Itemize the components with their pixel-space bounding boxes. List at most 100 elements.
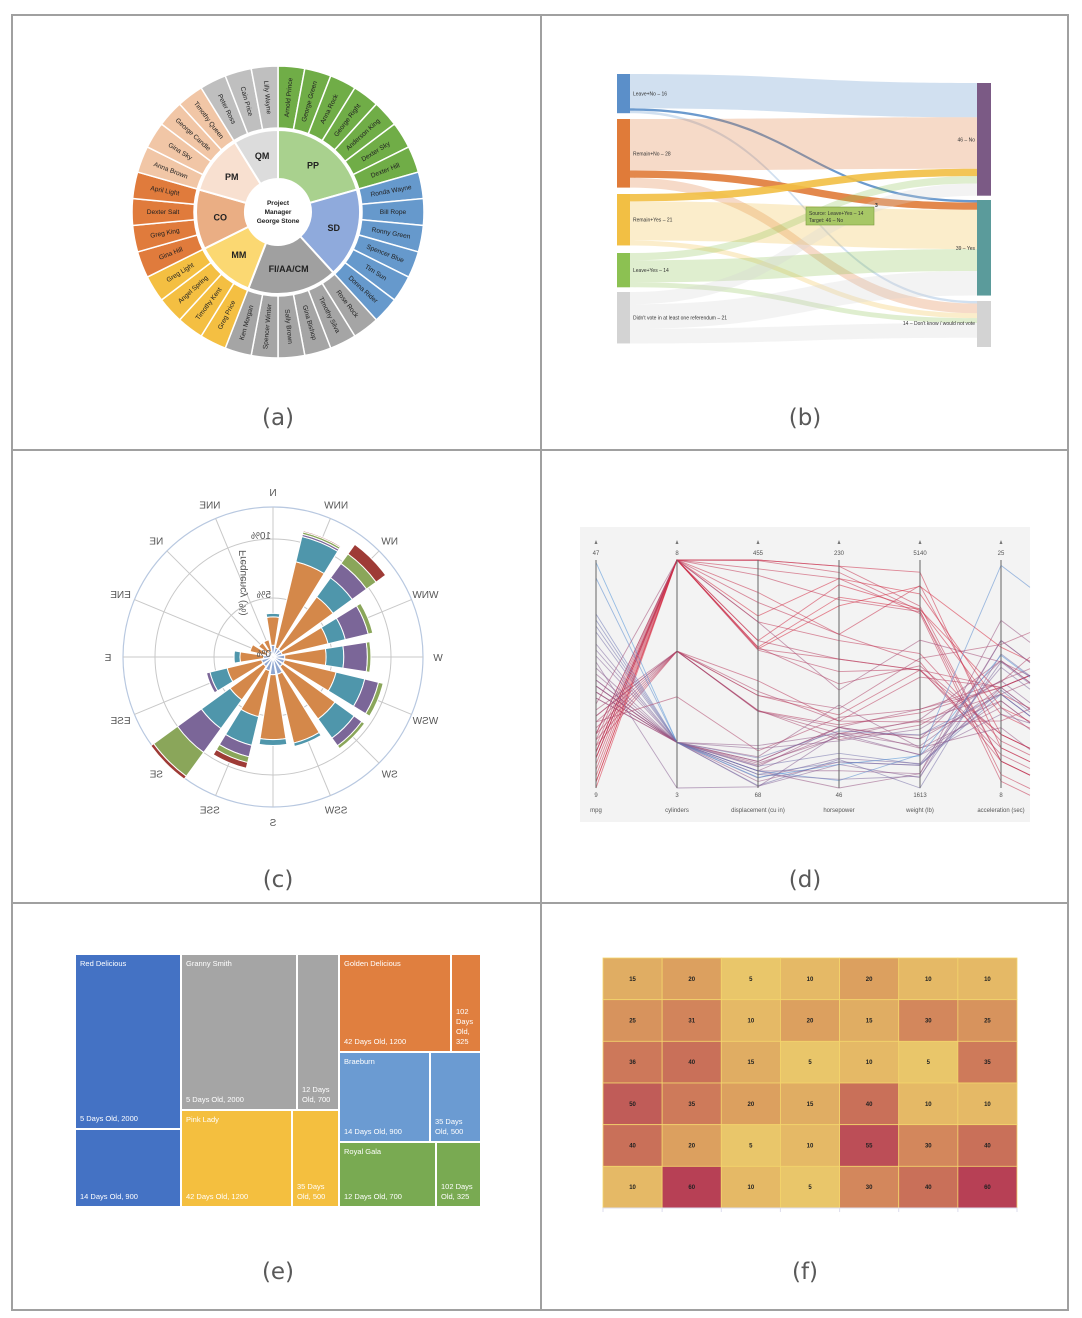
axis-min-label: 8 xyxy=(999,793,1003,799)
wind-rose-bar-segment xyxy=(212,748,249,769)
sankey-target-label: 14 – Don't know / would not vote xyxy=(903,321,975,327)
heatmap-value: 36 xyxy=(629,1060,636,1066)
treemap-cell: Red Delicious 5 Days Old, 2000 xyxy=(75,954,181,1129)
caption-b: (b) xyxy=(788,405,822,431)
heatmap-value: 10 xyxy=(925,977,932,983)
sunburst-member-label: Spencer Winter xyxy=(262,303,273,350)
heatmap-cell xyxy=(720,1040,781,1084)
wind-rose-bar-segment xyxy=(150,742,188,780)
sankey-source-node xyxy=(617,194,630,246)
heatmap-value: 40 xyxy=(984,1144,991,1150)
treemap-group-label: Pink Lady xyxy=(186,1115,219,1124)
heatmap-value: 40 xyxy=(925,1185,932,1191)
heatmap-value: 55 xyxy=(866,1144,873,1150)
sunburst-group-segment xyxy=(277,128,359,205)
heatmap-value: 20 xyxy=(688,977,695,983)
heatmap-cell xyxy=(898,1082,959,1126)
treemap-item-label: 35 Days Old, 500 xyxy=(435,1117,464,1136)
heatmap-cell xyxy=(957,1040,1018,1084)
heatmap-value: 30 xyxy=(925,1144,932,1150)
heatmap-value: 40 xyxy=(866,1102,873,1108)
sankey-target-node xyxy=(977,83,991,196)
direction-label: W xyxy=(433,653,443,664)
treemap-cell: 35 Days Old, 500 xyxy=(292,1110,339,1207)
axis-name: acceleration (sec) xyxy=(977,808,1024,814)
radial-tick-label: 0% xyxy=(256,649,271,660)
heatmap-cell xyxy=(839,1082,900,1126)
radial-tick-label: 10% xyxy=(251,531,271,542)
heatmap-value: 60 xyxy=(984,1185,991,1191)
sunburst-group-segment xyxy=(247,234,335,295)
direction-label: NNW xyxy=(324,501,348,512)
sunburst-group-label: PP xyxy=(307,161,319,171)
wind-rose-chart: N NNE NE ENE E ESE SE SSE S SSW SW WSW W WNW NW NNW 0% 5%… xyxy=(104,488,442,829)
sankey-link xyxy=(630,108,977,203)
wind-rose-bar-segment xyxy=(265,612,281,618)
direction-label: SE xyxy=(149,770,163,781)
direction-label: NNE xyxy=(199,501,220,512)
heatmap-value: 30 xyxy=(866,1185,873,1191)
axis-name: weight (lb) xyxy=(905,808,934,814)
sankey-link xyxy=(630,117,977,171)
sankey-link xyxy=(630,74,977,118)
treemap-cell: 12 Days Old, 700 xyxy=(297,954,339,1110)
sankey-chart: Leave+No – 16 Remain+No – 28 Remain+Yes – … xyxy=(617,74,991,347)
sankey-link xyxy=(630,170,977,210)
treemap-group-label: Royal Gala xyxy=(344,1147,382,1156)
heatmap-cell xyxy=(720,1124,781,1167)
wind-rose-bar-segment xyxy=(205,671,219,694)
treemap-group-label: Golden Delicious xyxy=(344,959,401,968)
sankey-source-label: Leave+No – 16 xyxy=(633,92,667,98)
heatmap-cell xyxy=(839,999,900,1042)
heatmap-value: 15 xyxy=(748,1060,755,1066)
heatmap-cell xyxy=(839,1040,900,1084)
heatmap-cell xyxy=(780,999,840,1042)
sankey-target-node xyxy=(977,301,991,347)
sort-arrow-icon xyxy=(594,540,598,544)
sankey-hover-value: 3 xyxy=(875,203,878,209)
treemap-group-label: Braeburn xyxy=(344,1057,375,1066)
treemap-item-label: 14 Days Old, 900 xyxy=(80,1192,138,1201)
caption-f: (f) xyxy=(791,1259,819,1285)
caption-c: (c) xyxy=(262,867,294,893)
heatmap-cell xyxy=(661,1124,722,1167)
sort-arrow-icon xyxy=(999,540,1003,544)
heatmap-value: 60 xyxy=(688,1185,695,1191)
heatmap-cell xyxy=(602,1124,663,1167)
axis-max-label: 47 xyxy=(593,551,600,557)
caption-d: (d) xyxy=(788,867,822,893)
axis-min-label: 3 xyxy=(675,793,679,799)
heatmap-cell xyxy=(780,1040,840,1084)
sankey-source-node xyxy=(617,74,630,114)
radial-axis-label: Frequency (%) xyxy=(238,550,249,616)
sankey-link xyxy=(630,240,977,319)
heatmap-cell xyxy=(898,1040,959,1084)
heatmap-value: 25 xyxy=(984,1019,991,1025)
heatmap-cell xyxy=(720,999,781,1042)
wind-rose-bar-segment xyxy=(364,681,384,717)
heatmap-value: 20 xyxy=(688,1144,695,1150)
treemap-cell: 35 Days Old, 500 xyxy=(430,1052,481,1142)
treemap-item-label: 42 Days Old, 1200 xyxy=(186,1192,249,1201)
heatmap-value: 10 xyxy=(866,1060,873,1066)
axis-max-label: 230 xyxy=(834,551,845,557)
sunburst-center-label: Manager xyxy=(265,209,292,216)
sankey-source-label: Remain+Yes – 21 xyxy=(633,218,673,224)
heatmap-cell xyxy=(839,957,900,1001)
treemap-item-label: 14 Days Old, 900 xyxy=(344,1127,402,1136)
heatmap-value: 5 xyxy=(927,1060,931,1066)
axis-name: displacement (cu in) xyxy=(731,808,785,814)
direction-label: SSE xyxy=(200,805,220,816)
axis-min-label: 1613 xyxy=(913,793,927,799)
sunburst-group-label: FI/AA/CM xyxy=(269,264,309,274)
treemap-item-label: 42 Days Old, 1200 xyxy=(344,1037,407,1046)
wind-rose-bar-segment xyxy=(293,731,322,748)
heatmap-value: 10 xyxy=(984,977,991,983)
treemap-cell: Golden Delicious 42 Days Old, 1200 xyxy=(339,954,451,1052)
sort-arrow-icon xyxy=(756,540,760,544)
direction-label: N xyxy=(269,488,276,499)
heatmap-value: 10 xyxy=(629,1185,636,1191)
axis-max-label: 8 xyxy=(675,551,679,557)
direction-label: ESE xyxy=(110,716,130,727)
